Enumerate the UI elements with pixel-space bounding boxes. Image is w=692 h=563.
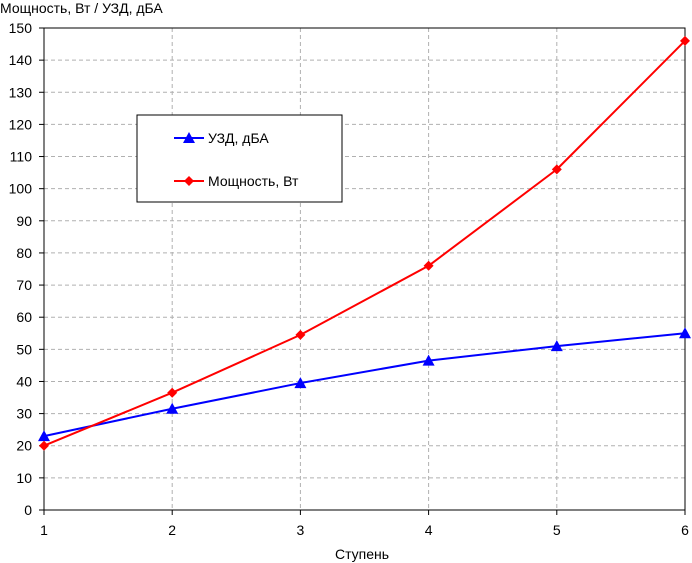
x-tick-label: 1	[40, 522, 48, 538]
plot-area	[43, 27, 686, 511]
series-line	[43, 332, 686, 438]
data-point-triangle	[183, 132, 195, 143]
data-point-triangle	[166, 402, 179, 414]
legend-label: УЗД, дБА	[208, 130, 269, 146]
data-point-triangle	[679, 327, 691, 339]
y-tick-label: 130	[9, 84, 33, 100]
data-point-diamond	[39, 440, 49, 451]
x-tick-label: 6	[681, 522, 689, 538]
legend-item: УЗД, дБА	[174, 130, 269, 146]
y-tick-label: 60	[16, 309, 32, 325]
y-axis: 0 10 20 30 40 50 60 70 80 90 100 110 120 130 140 150	[9, 20, 44, 518]
data-point-diamond	[680, 35, 690, 46]
x-tick-label: 2	[168, 522, 176, 538]
y-tick-label: 140	[9, 52, 33, 68]
y-tick-label: 20	[16, 438, 32, 454]
grid	[44, 28, 685, 510]
x-axis-title: Ступень	[335, 546, 389, 562]
y-tick-label: 90	[16, 213, 32, 229]
y-axis-title: Мощность, Вт / УЗД, дБА	[0, 0, 163, 16]
data-point-triangle	[294, 377, 307, 389]
y-tick-label: 100	[9, 181, 33, 197]
legend-box	[136, 114, 343, 203]
y-tick-label: 30	[16, 406, 32, 422]
series-line	[43, 40, 686, 447]
series-group	[38, 35, 691, 451]
y-tick-label: 120	[9, 116, 33, 132]
data-point-triangle	[422, 354, 435, 366]
data-point-triangle	[550, 340, 563, 352]
legend-item: Мощность, Вт	[174, 173, 299, 189]
legend-label: Мощность, Вт	[208, 173, 299, 189]
y-tick-label: 150	[9, 20, 33, 36]
x-tick-label: 5	[553, 522, 561, 538]
series-2	[39, 35, 690, 451]
data-point-triangle	[38, 430, 50, 442]
data-point-diamond	[295, 329, 306, 340]
x-tick-label: 4	[425, 522, 433, 538]
y-tick-label: 0	[24, 502, 32, 518]
x-axis: 1 2 3 4 5 6	[40, 510, 689, 538]
x-tick-label: 3	[297, 522, 305, 538]
y-tick-label: 40	[16, 373, 32, 389]
data-point-diamond	[184, 176, 194, 186]
series-1	[38, 327, 691, 442]
data-point-diamond	[167, 387, 178, 398]
y-tick-label: 80	[16, 245, 32, 261]
legend: УЗД, дБА Мощность, Вт	[136, 114, 343, 203]
data-point-diamond	[423, 260, 434, 271]
y-tick-label: 110	[10, 149, 33, 165]
y-tick-label: 50	[16, 341, 32, 357]
y-tick-label: 70	[16, 277, 32, 293]
data-point-diamond	[551, 164, 562, 175]
y-tick-label: 10	[16, 470, 32, 486]
